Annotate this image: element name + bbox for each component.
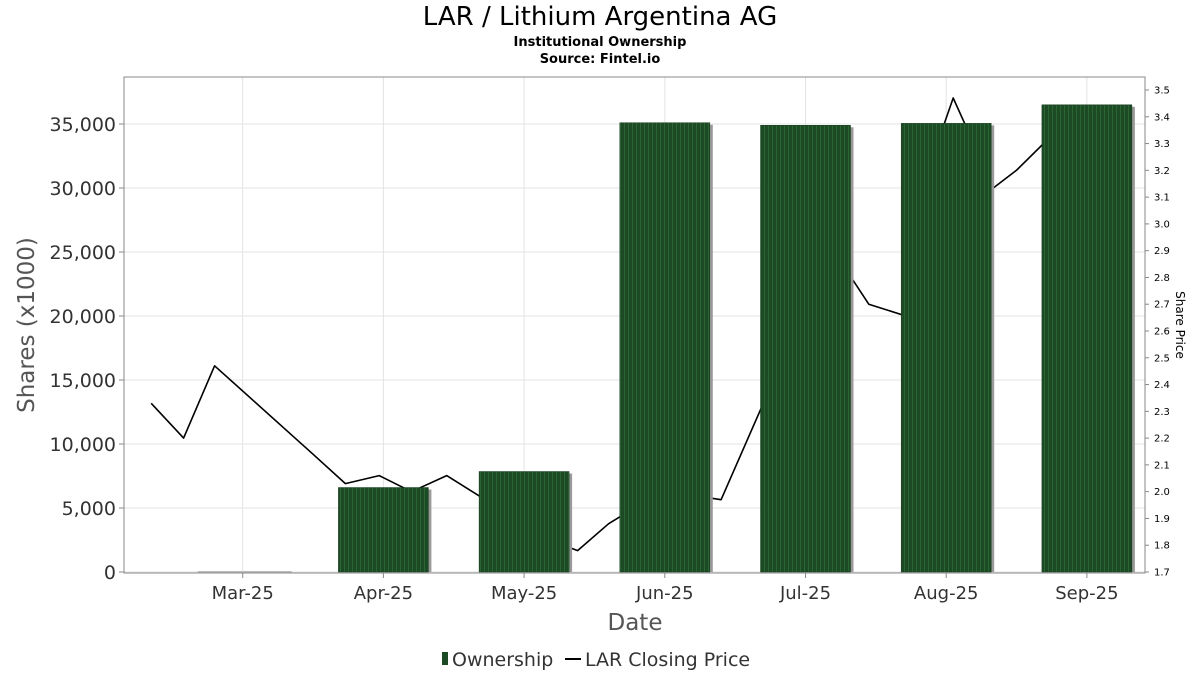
y2-tick-label: 2.3 xyxy=(1154,407,1170,418)
y-tick-label: 5,000 xyxy=(62,498,116,520)
x-tick-label: Aug-25 xyxy=(914,583,979,604)
legend-ownership-swatch xyxy=(442,652,448,665)
y2-axis-title: Share Price xyxy=(1173,291,1187,359)
y-tick-label: 30,000 xyxy=(50,178,116,200)
y-tick-label: 10,000 xyxy=(50,434,116,456)
y-tick-label: 15,000 xyxy=(50,370,116,392)
ownership-bar xyxy=(900,123,992,573)
y2-tick-label: 3.1 xyxy=(1154,193,1170,204)
ownership-bar xyxy=(760,125,851,573)
y-tick-label: 25,000 xyxy=(50,242,116,264)
chart-title: LAR / Lithium Argentina AG xyxy=(422,2,778,32)
y2-tick-label: 2.5 xyxy=(1154,353,1170,364)
x-tick-label: Mar-25 xyxy=(212,583,274,604)
x-tick-label: May-25 xyxy=(491,583,557,604)
chart-subtitle: Institutional Ownership xyxy=(513,35,687,50)
x-tick-label: Sep-25 xyxy=(1055,583,1118,604)
y-tick-label: 35,000 xyxy=(50,114,116,136)
y2-tick-label: 1.9 xyxy=(1154,514,1170,525)
x-tick-label: Apr-25 xyxy=(354,583,413,604)
left-axis-ticks: 0 5,000 10,000 15,000 20,000 25,000 30,000 35,0… xyxy=(50,114,124,584)
x-tick-label: Jul-25 xyxy=(779,583,831,604)
ownership-bar xyxy=(197,571,292,573)
y2-tick-label: 2.4 xyxy=(1154,380,1170,391)
chart-source: Source: Fintel.io xyxy=(539,52,661,67)
y2-tick-label: 2.9 xyxy=(1154,246,1170,257)
y2-tick-label: 3.3 xyxy=(1154,139,1170,150)
legend-ownership-label: Ownership xyxy=(452,649,553,671)
y2-tick-label: 2.2 xyxy=(1154,434,1170,445)
y-tick-label: 20,000 xyxy=(50,306,116,328)
legend-price-label: LAR Closing Price xyxy=(585,649,750,671)
x-tick-label: Jun-25 xyxy=(635,583,694,604)
y2-tick-label: 3.2 xyxy=(1154,166,1170,177)
plot-frame xyxy=(123,76,1146,574)
y2-tick-label: 3.5 xyxy=(1154,86,1170,97)
y2-tick-label: 3.4 xyxy=(1154,112,1170,123)
ownership-bars xyxy=(197,104,1135,573)
y2-tick-label: 2.7 xyxy=(1154,300,1170,311)
y2-tick-label: 3.0 xyxy=(1154,219,1170,230)
x-axis-ticks: Mar-25 Apr-25 May-25 Jun-25 Jul-25 Aug-25 Sep-… xyxy=(212,573,1119,604)
ownership-bar xyxy=(338,487,429,573)
y2-tick-label: 1.7 xyxy=(1154,568,1170,579)
y2-tick-label: 2.6 xyxy=(1154,327,1170,338)
ownership-bar xyxy=(1041,104,1133,573)
y2-tick-label: 2.1 xyxy=(1154,460,1170,471)
right-axis-ticks: 1.7 1.8 1.9 2.0 2.1 2.2 2.3 2.4 2.5 2.6 2.7 2.8 2.9 3… xyxy=(1145,86,1170,579)
y2-tick-label: 2.0 xyxy=(1154,487,1170,498)
y2-tick-label: 2.8 xyxy=(1154,273,1170,284)
x-axis-title: Date xyxy=(608,610,663,636)
y-axis-title: Shares (x1000) xyxy=(14,237,40,413)
y2-tick-label: 1.8 xyxy=(1154,541,1170,552)
ownership-bar xyxy=(619,122,711,573)
ownership-bar xyxy=(478,471,570,573)
y-tick-label: 0 xyxy=(104,562,116,584)
legend: Ownership LAR Closing Price xyxy=(442,649,750,671)
